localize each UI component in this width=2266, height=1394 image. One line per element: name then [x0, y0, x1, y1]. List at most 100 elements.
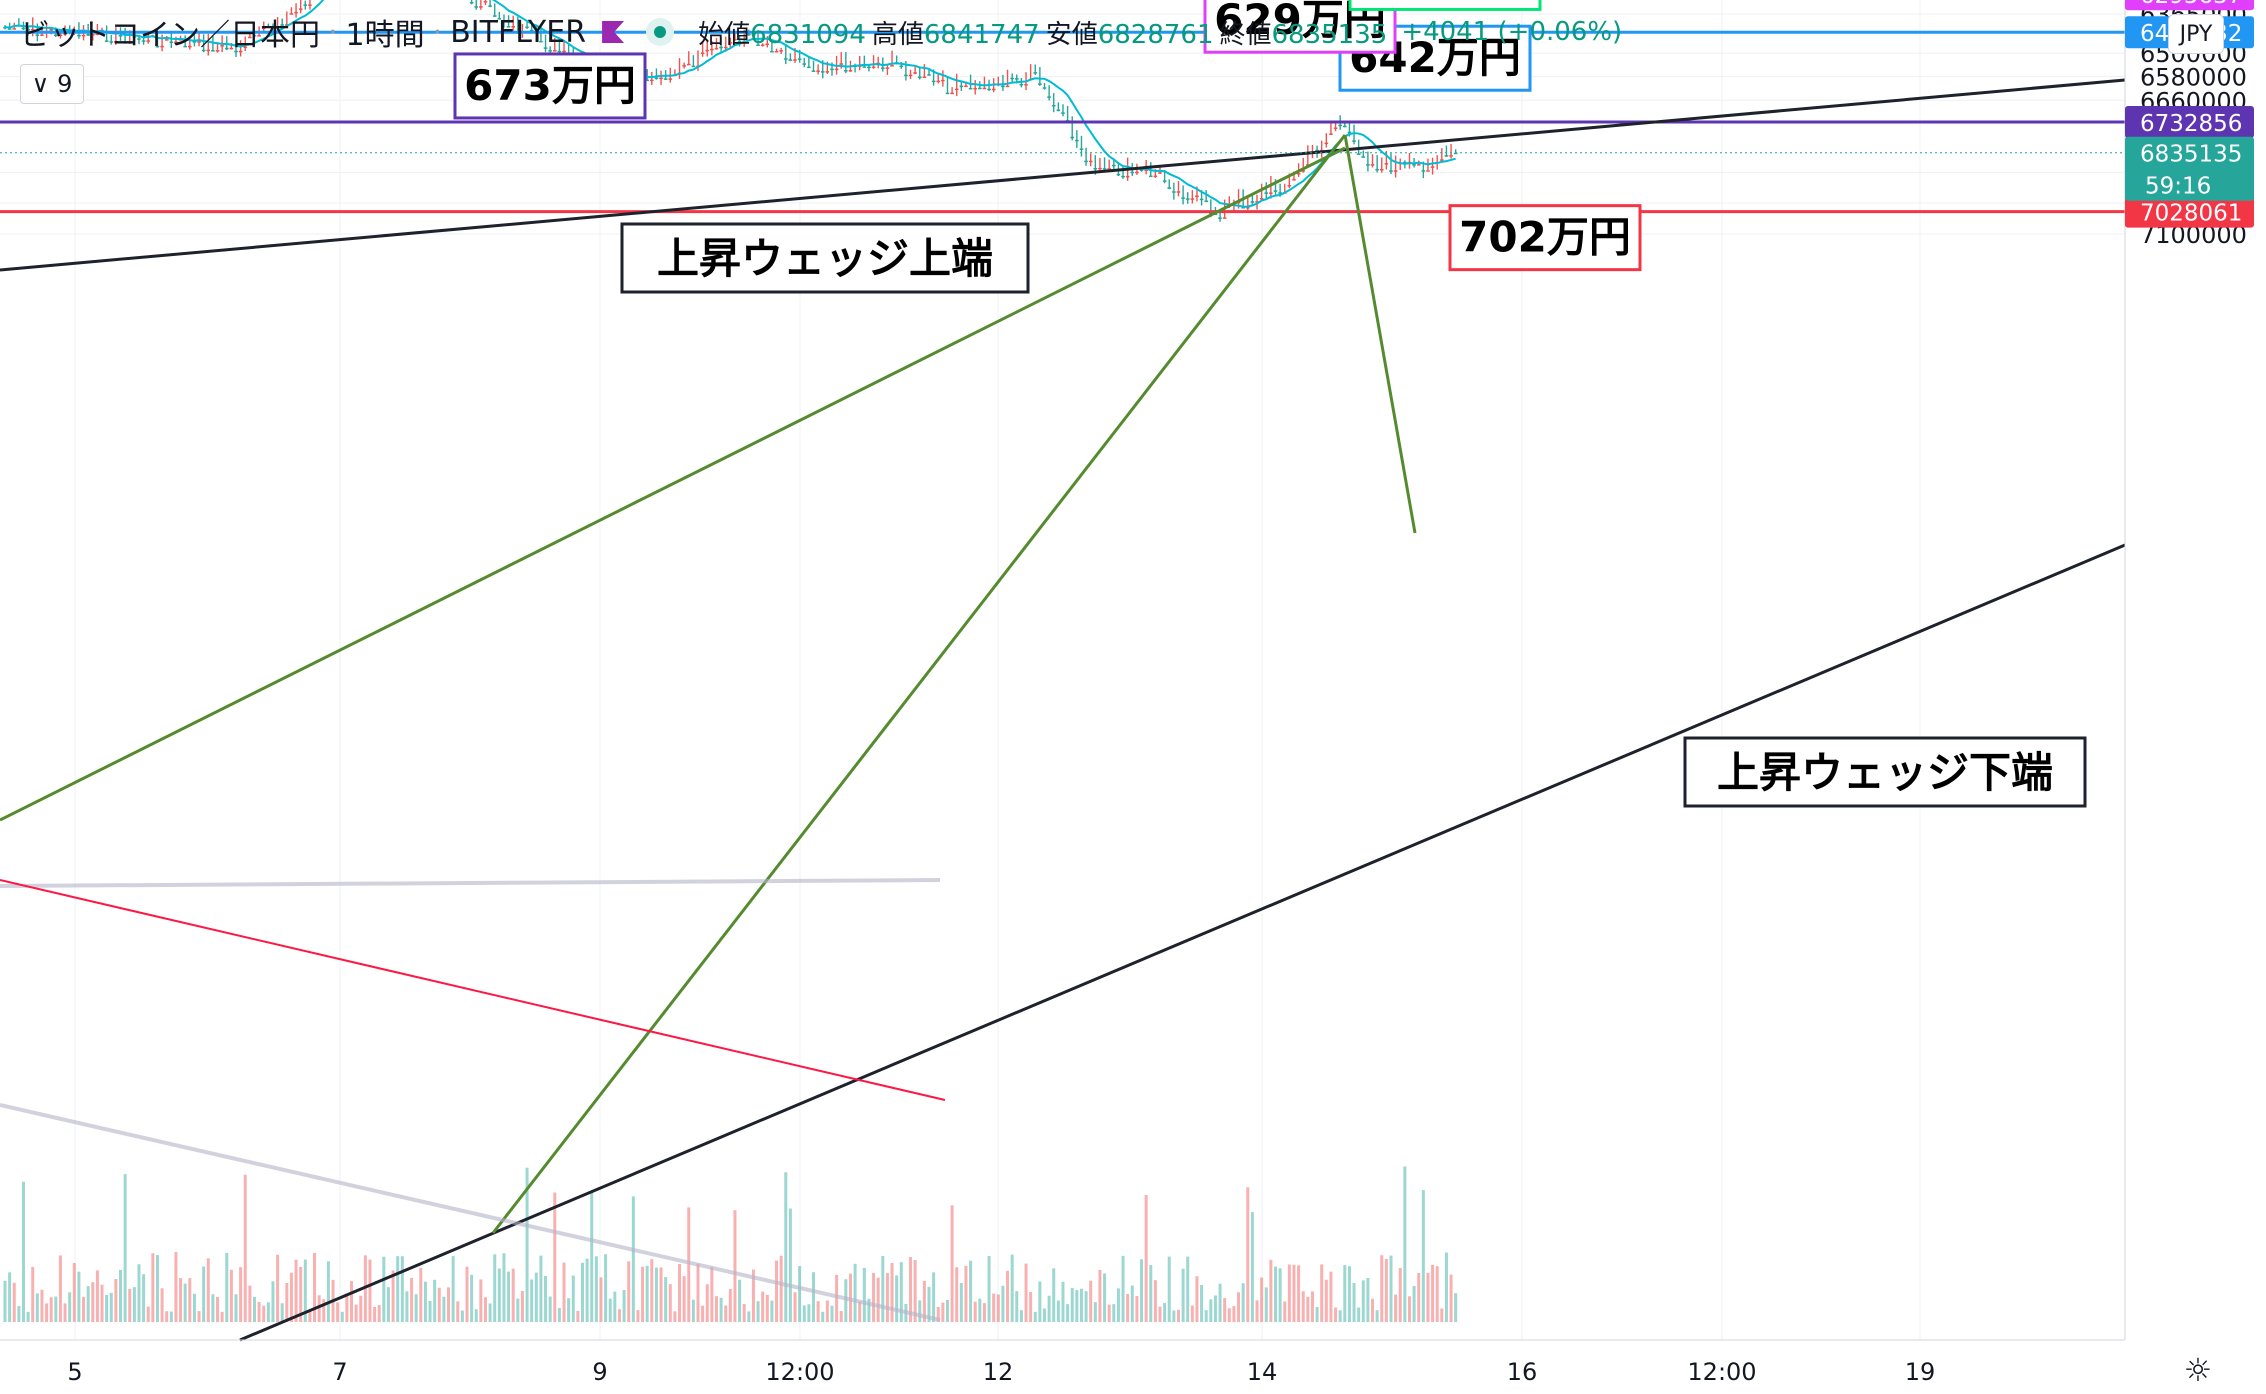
- time-tick-label: 5: [67, 1358, 82, 1386]
- candle-body: [700, 52, 705, 55]
- candle-body: [557, 50, 562, 53]
- candle-body: [497, 18, 502, 20]
- candle-body: [1167, 187, 1172, 189]
- volume-bar: [1361, 1280, 1365, 1322]
- candle-body: [751, 33, 756, 36]
- candle-body: [1158, 172, 1162, 174]
- candle-body: [201, 49, 206, 52]
- candle-body: [206, 49, 211, 52]
- volume-bar: [359, 1295, 363, 1322]
- candle-body: [1112, 164, 1116, 167]
- candle-body: [705, 49, 710, 52]
- interval[interactable]: 1時間: [345, 18, 425, 53]
- indicators-toggle-button[interactable]: ∨ 9: [20, 64, 84, 104]
- volume-bar: [276, 1254, 280, 1322]
- candle-body: [1292, 179, 1296, 181]
- wedge-lower-line: [239, 543, 2126, 1342]
- volume-bar: [1278, 1268, 1282, 1322]
- chart-annotations[interactable]: 702万円673万円642万円629万円614万円上昇ウェッジ上端上昇ウェッジ下…: [453, 0, 2087, 808]
- volume-bar: [1186, 1256, 1190, 1322]
- candle-body: [848, 70, 853, 72]
- volume-bar: [1412, 1285, 1416, 1322]
- candle-body: [146, 40, 151, 42]
- volume-bar: [26, 1311, 30, 1322]
- settings-gear-icon[interactable]: ☼: [2183, 1351, 2213, 1389]
- time-axis[interactable]: 5 7 9 12:00 12 14 16 12:00 19: [0, 1339, 2125, 1386]
- volume-bar: [419, 1267, 423, 1322]
- volume-bar: [627, 1261, 631, 1322]
- trendlines[interactable]: [0, 78, 2126, 1342]
- volume-bar: [1103, 1273, 1107, 1322]
- candle-body: [1356, 153, 1361, 155]
- candle-body: [7, 28, 12, 30]
- volume-bar: [1440, 1308, 1444, 1322]
- flag-icon[interactable]: [602, 21, 625, 43]
- high-value: 6841747: [923, 19, 1040, 50]
- volume-bar: [271, 1281, 275, 1322]
- candle-body: [12, 28, 17, 30]
- symbol-name[interactable]: ビットコイン／日本円: [20, 18, 320, 53]
- volume-bar: [303, 1259, 307, 1322]
- candle-body: [90, 34, 95, 36]
- candle-body: [1102, 168, 1107, 170]
- candle-body: [525, 26, 529, 29]
- volume-bar: [1213, 1295, 1217, 1322]
- candle-body: [1005, 85, 1010, 88]
- volume-bar: [308, 1311, 312, 1322]
- volume-bar: [705, 1284, 709, 1322]
- volume-bar: [645, 1265, 649, 1322]
- volume-bar: [747, 1311, 751, 1322]
- open-value: 6831094: [750, 19, 866, 50]
- candle-body: [1379, 168, 1384, 171]
- close-value: 6835135: [1271, 19, 1388, 50]
- volume-bar: [3, 1280, 7, 1322]
- candle-body: [1453, 152, 1458, 155]
- volume-bar: [1093, 1302, 1097, 1322]
- candle-body: [1116, 173, 1121, 176]
- candle-body: [747, 33, 751, 36]
- candle-body: [1079, 148, 1084, 150]
- candle-body: [548, 50, 552, 52]
- volume-bar: [179, 1278, 183, 1322]
- candle-body: [1222, 217, 1227, 219]
- volume-bar: [488, 1303, 492, 1322]
- volume-bar: [1255, 1300, 1259, 1322]
- volume-bar: [1398, 1268, 1402, 1322]
- candle-body: [1333, 127, 1338, 129]
- volume-bar: [1338, 1310, 1342, 1322]
- candle-body: [1361, 156, 1366, 158]
- candle-body: [867, 66, 871, 69]
- volume-bar: [881, 1255, 885, 1322]
- time-tick-label: 12:00: [1687, 1358, 1756, 1386]
- volume-bar: [585, 1258, 589, 1322]
- candle-body: [737, 40, 742, 43]
- candle-body: [1130, 171, 1135, 174]
- volume-bar: [728, 1288, 732, 1322]
- countdown-label: 59:16: [2145, 174, 2211, 200]
- volume-bar: [1292, 1264, 1296, 1322]
- volume-bar: [798, 1266, 802, 1322]
- price-axis[interactable]: 7100000700000069000006660000658000065000…: [0, 0, 2254, 1340]
- volume-bar: [31, 1266, 35, 1322]
- volume-bar: [987, 1256, 991, 1322]
- candle-body: [1259, 198, 1264, 200]
- horizontal-levels[interactable]: [0, 0, 2125, 214]
- level-label: 673万円: [464, 61, 636, 110]
- time-tick-label: 7: [332, 1358, 347, 1386]
- volume-bar: [807, 1304, 811, 1322]
- volume-bar: [719, 1297, 723, 1322]
- level-label: 702万円: [1459, 213, 1631, 262]
- candle-body: [1148, 175, 1153, 178]
- candle-body: [1218, 217, 1222, 219]
- volume-bars: [3, 1166, 1458, 1322]
- candle-body: [834, 68, 839, 71]
- currency-button[interactable]: JPY: [2168, 14, 2224, 54]
- volume-bar: [1167, 1256, 1171, 1322]
- volume-bar: [631, 1196, 635, 1322]
- level-label: 614万円: [1359, 0, 1531, 1]
- volume-bar: [1421, 1190, 1425, 1322]
- candle-body: [289, 13, 294, 15]
- candle-body: [1056, 109, 1061, 112]
- candle-body: [1153, 175, 1158, 178]
